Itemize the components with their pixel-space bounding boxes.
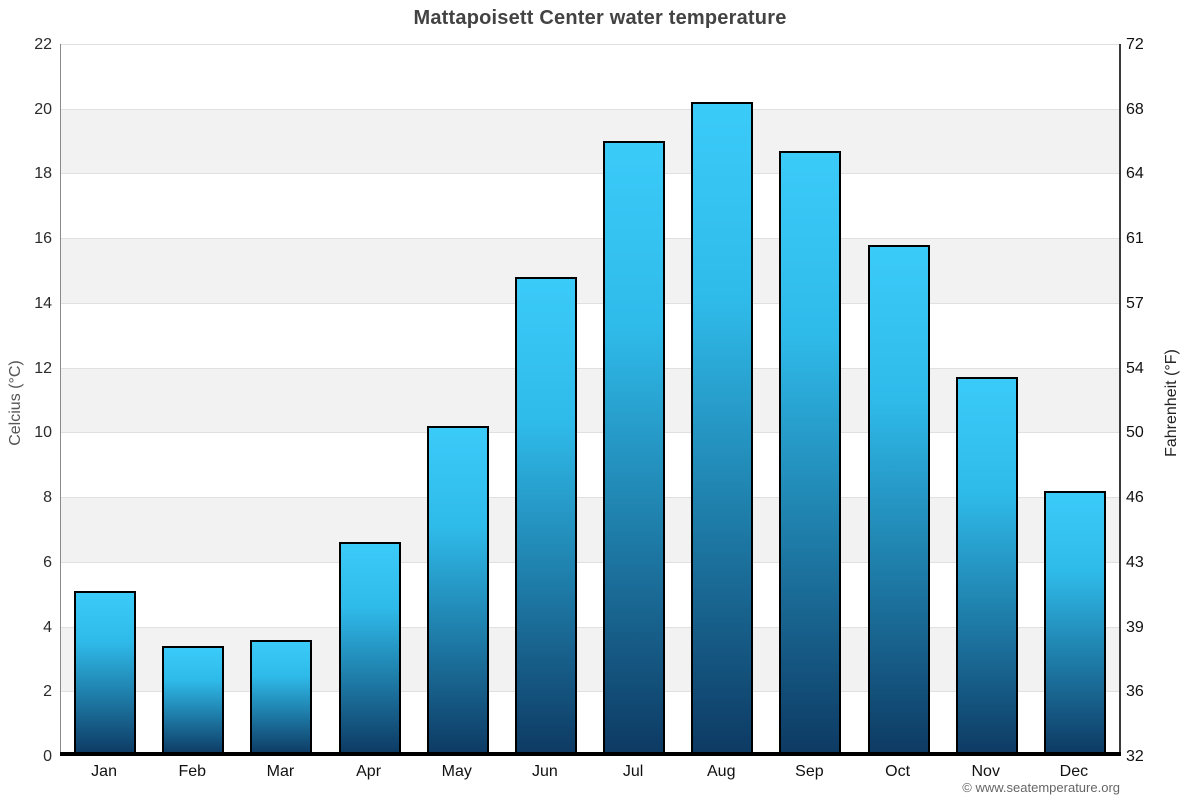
plot-band bbox=[61, 432, 1119, 498]
bar-aug[interactable] bbox=[691, 102, 754, 756]
chart-title: Mattapoisett Center water temperature bbox=[413, 7, 787, 29]
fahrenheit-tick-label: 36 bbox=[1126, 683, 1144, 701]
celsius-tick-label: 12 bbox=[34, 359, 52, 377]
gridline bbox=[61, 302, 1119, 304]
fahrenheit-tick-label: 61 bbox=[1126, 230, 1144, 248]
plot-band bbox=[61, 44, 1119, 109]
month-tick-label-sep: Sep bbox=[795, 763, 824, 780]
month-tick-label-may: May bbox=[441, 763, 472, 780]
bar-oct[interactable] bbox=[867, 244, 930, 756]
gridline bbox=[61, 367, 1119, 369]
month-tick-label-jun: Jun bbox=[532, 763, 558, 780]
celsius-tick-label: 8 bbox=[43, 489, 52, 507]
y-axis-title-fahrenheit: Fahrenheit (°F) bbox=[1163, 349, 1180, 457]
month-tick-label-feb: Feb bbox=[178, 763, 207, 780]
celsius-tick-label: 4 bbox=[43, 618, 52, 636]
fahrenheit-tick-label: 46 bbox=[1126, 489, 1144, 507]
gridline bbox=[61, 108, 1119, 110]
bar-jun[interactable] bbox=[514, 277, 577, 756]
fahrenheit-tick-label: 32 bbox=[1126, 748, 1144, 765]
plot-band bbox=[61, 497, 1119, 562]
celsius-tick-label: 16 bbox=[34, 230, 52, 248]
month-tick-label-jan: Jan bbox=[91, 763, 117, 780]
plot-band bbox=[61, 108, 1119, 174]
celsius-tick-label: 2 bbox=[43, 683, 52, 701]
plot-area bbox=[60, 44, 1121, 756]
plot-band bbox=[61, 367, 1119, 433]
month-tick-label-aug: Aug bbox=[707, 763, 736, 780]
gridline bbox=[61, 497, 1119, 499]
celsius-tick-label: 18 bbox=[34, 165, 52, 183]
bar-nov[interactable] bbox=[955, 377, 1018, 756]
gridline bbox=[61, 691, 1119, 693]
celsius-tick-label: 0 bbox=[43, 748, 52, 765]
plot-band bbox=[61, 302, 1119, 368]
plot-band bbox=[61, 173, 1119, 239]
celsius-tick-label: 6 bbox=[43, 553, 52, 571]
celsius-tick-label: 10 bbox=[34, 424, 52, 442]
plot-band bbox=[61, 238, 1119, 303]
bar-mar[interactable] bbox=[250, 639, 313, 756]
month-tick-label-nov: Nov bbox=[971, 763, 1000, 780]
gridline bbox=[61, 432, 1119, 434]
bar-apr[interactable] bbox=[338, 542, 401, 756]
plot-band bbox=[61, 691, 1119, 756]
bar-jan[interactable] bbox=[74, 590, 137, 756]
celsius-tick-label: 22 bbox=[34, 36, 52, 53]
gridline bbox=[61, 626, 1119, 628]
bar-dec[interactable] bbox=[1043, 490, 1106, 756]
gridline bbox=[61, 561, 1119, 563]
y-axis-title-celsius: Celcius (°C) bbox=[7, 360, 24, 446]
fahrenheit-tick-label: 72 bbox=[1126, 36, 1144, 53]
bar-sep[interactable] bbox=[779, 150, 842, 756]
fahrenheit-tick-label: 68 bbox=[1126, 100, 1144, 118]
celsius-tick-label: 14 bbox=[34, 294, 52, 312]
month-tick-label-oct: Oct bbox=[885, 763, 911, 780]
bar-feb[interactable] bbox=[162, 645, 225, 756]
bar-jul[interactable] bbox=[603, 141, 666, 756]
fahrenheit-tick-label: 57 bbox=[1126, 294, 1144, 312]
gridline bbox=[61, 44, 1119, 45]
celsius-tick-label: 20 bbox=[34, 100, 52, 118]
fahrenheit-tick-label: 43 bbox=[1126, 553, 1144, 571]
month-tick-label-mar: Mar bbox=[266, 763, 295, 780]
fahrenheit-tick-label: 50 bbox=[1126, 424, 1144, 442]
month-tick-label-jul: Jul bbox=[622, 763, 644, 780]
month-tick-label-dec: Dec bbox=[1059, 763, 1089, 780]
x-axis-baseline bbox=[60, 752, 1121, 756]
plot-band bbox=[61, 561, 1119, 627]
attribution-link[interactable]: © www.seatemperature.org bbox=[962, 780, 1120, 795]
fahrenheit-tick-label: 64 bbox=[1126, 165, 1144, 183]
bar-may[interactable] bbox=[426, 425, 489, 756]
gridline bbox=[61, 173, 1119, 175]
month-tick-label-apr: Apr bbox=[356, 763, 382, 780]
gridline bbox=[61, 238, 1119, 240]
fahrenheit-tick-label: 54 bbox=[1126, 359, 1144, 377]
fahrenheit-tick-label: 39 bbox=[1126, 618, 1144, 636]
plot-band bbox=[61, 626, 1119, 692]
